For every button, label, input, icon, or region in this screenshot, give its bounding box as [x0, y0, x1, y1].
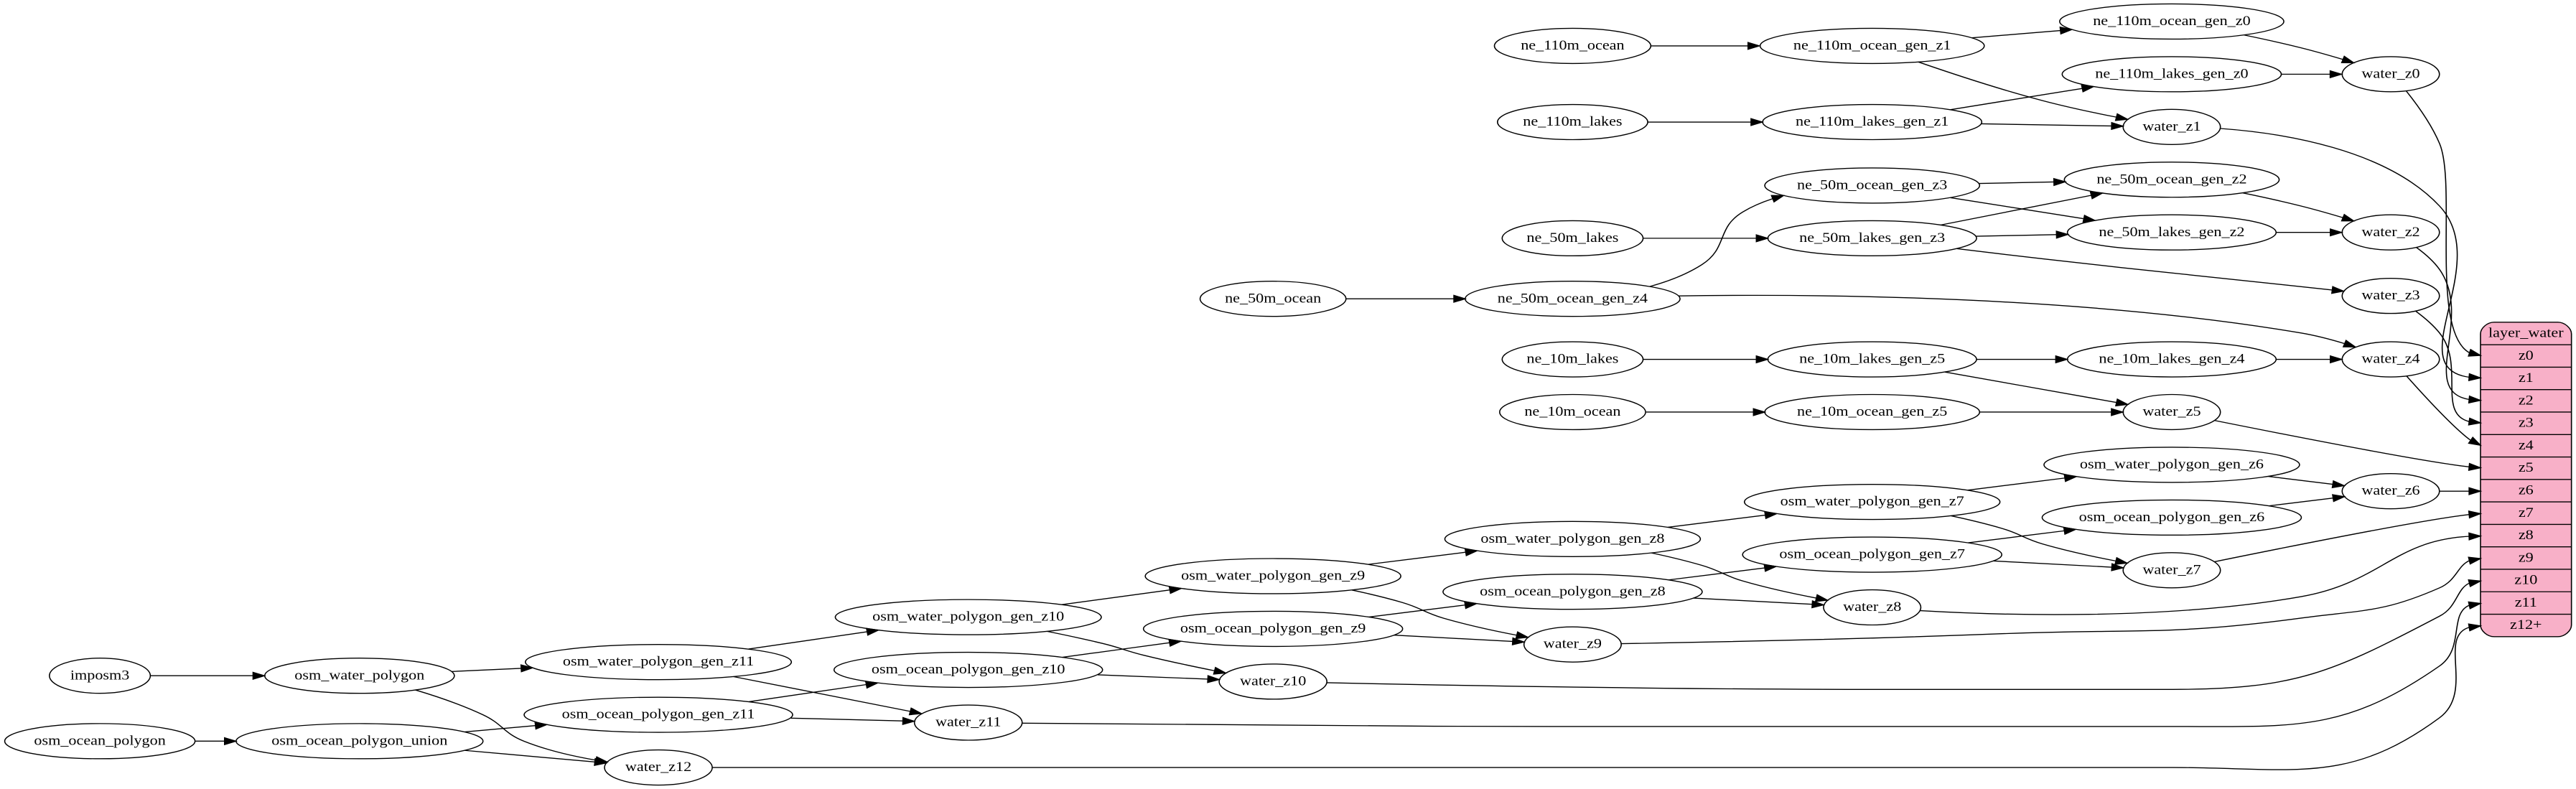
svg-text:osm_water_polygon_gen_z6: osm_water_polygon_gen_z6 [2080, 457, 2264, 472]
svg-text:water_z9: water_z9 [1544, 637, 1602, 651]
svg-text:z4: z4 [2519, 438, 2534, 452]
svg-text:water_z11: water_z11 [935, 715, 1001, 729]
svg-text:osm_water_polygon_gen_z8: osm_water_polygon_gen_z8 [1480, 531, 1664, 546]
svg-text:ne_50m_lakes_gen_z3: ne_50m_lakes_gen_z3 [1799, 230, 1945, 245]
svg-text:z6: z6 [2519, 483, 2534, 498]
svg-text:ne_10m_lakes: ne_10m_lakes [1526, 352, 1618, 366]
svg-text:z7: z7 [2519, 505, 2534, 520]
svg-text:z12+: z12+ [2510, 618, 2542, 632]
svg-text:z5: z5 [2519, 461, 2534, 475]
svg-text:water_z8: water_z8 [1843, 599, 1901, 614]
svg-text:water_z10: water_z10 [1240, 674, 1306, 688]
svg-text:imposm3: imposm3 [70, 668, 130, 683]
svg-text:z11: z11 [2515, 595, 2537, 610]
svg-text:ne_50m_ocean_gen_z2: ne_50m_ocean_gen_z2 [2096, 172, 2246, 187]
svg-text:water_z12: water_z12 [625, 760, 691, 774]
svg-text:osm_water_polygon_gen_z10: osm_water_polygon_gen_z10 [872, 610, 1064, 624]
svg-text:z1: z1 [2519, 370, 2534, 385]
svg-text:z9: z9 [2519, 551, 2534, 565]
svg-text:osm_ocean_polygon_gen_z8: osm_ocean_polygon_gen_z8 [1480, 584, 1665, 599]
svg-text:ne_110m_lakes_gen_z1: ne_110m_lakes_gen_z1 [1796, 114, 1949, 129]
svg-text:layer_water: layer_water [2488, 326, 2564, 340]
svg-text:z0: z0 [2519, 348, 2534, 363]
svg-text:osm_ocean_polygon_gen_z9: osm_ocean_polygon_gen_z9 [1180, 621, 1366, 635]
svg-text:osm_ocean_polygon_gen_z7: osm_ocean_polygon_gen_z7 [1779, 547, 1964, 561]
svg-text:osm_ocean_polygon_gen_z10: osm_ocean_polygon_gen_z10 [872, 662, 1065, 676]
svg-text:water_z6: water_z6 [2361, 484, 2419, 498]
svg-text:osm_ocean_polygon_gen_z6: osm_ocean_polygon_gen_z6 [2079, 510, 2264, 524]
svg-text:water_z7: water_z7 [2142, 563, 2201, 577]
svg-text:ne_110m_ocean_gen_z0: ne_110m_ocean_gen_z0 [2093, 14, 2250, 28]
svg-text:osm_water_polygon: osm_water_polygon [294, 668, 425, 683]
svg-text:ne_110m_ocean: ne_110m_ocean [1521, 38, 1625, 52]
svg-text:ne_10m_ocean_gen_z5: ne_10m_ocean_gen_z5 [1797, 404, 1947, 419]
svg-text:ne_50m_ocean_gen_z3: ne_50m_ocean_gen_z3 [1797, 178, 1947, 192]
svg-text:osm_water_polygon_gen_z9: osm_water_polygon_gen_z9 [1181, 569, 1365, 583]
svg-text:water_z2: water_z2 [2361, 225, 2419, 239]
svg-text:ne_10m_lakes_gen_z5: ne_10m_lakes_gen_z5 [1799, 352, 1945, 366]
svg-text:ne_10m_lakes_gen_z4: ne_10m_lakes_gen_z4 [2099, 352, 2244, 366]
svg-text:ne_110m_lakes: ne_110m_lakes [1523, 114, 1622, 129]
svg-text:z2: z2 [2519, 393, 2534, 408]
svg-text:water_z4: water_z4 [2361, 352, 2419, 366]
svg-text:water_z3: water_z3 [2361, 288, 2419, 302]
svg-text:water_z1: water_z1 [2142, 119, 2201, 134]
svg-text:ne_110m_ocean_gen_z1: ne_110m_ocean_gen_z1 [1793, 38, 1951, 52]
svg-text:z8: z8 [2519, 528, 2534, 542]
svg-text:water_z5: water_z5 [2142, 404, 2201, 419]
svg-text:osm_water_polygon_gen_z11: osm_water_polygon_gen_z11 [563, 655, 754, 669]
svg-text:osm_ocean_polygon_gen_z11: osm_ocean_polygon_gen_z11 [562, 707, 755, 722]
svg-text:z3: z3 [2519, 416, 2534, 430]
svg-text:z10: z10 [2514, 573, 2537, 587]
svg-text:ne_50m_ocean: ne_50m_ocean [1225, 291, 1322, 306]
svg-text:ne_50m_ocean_gen_z4: ne_50m_ocean_gen_z4 [1498, 291, 1648, 306]
svg-text:ne_110m_lakes_gen_z0: ne_110m_lakes_gen_z0 [2095, 67, 2248, 81]
svg-text:ne_50m_lakes: ne_50m_lakes [1526, 230, 1618, 245]
svg-text:osm_ocean_polygon_union: osm_ocean_polygon_union [271, 734, 448, 748]
svg-text:water_z0: water_z0 [2361, 67, 2419, 81]
svg-text:ne_50m_lakes_gen_z2: ne_50m_lakes_gen_z2 [2099, 225, 2244, 239]
svg-text:osm_ocean_polygon: osm_ocean_polygon [34, 734, 166, 748]
svg-text:ne_10m_ocean: ne_10m_ocean [1524, 404, 1621, 419]
svg-text:osm_water_polygon_gen_z7: osm_water_polygon_gen_z7 [1781, 494, 1964, 508]
